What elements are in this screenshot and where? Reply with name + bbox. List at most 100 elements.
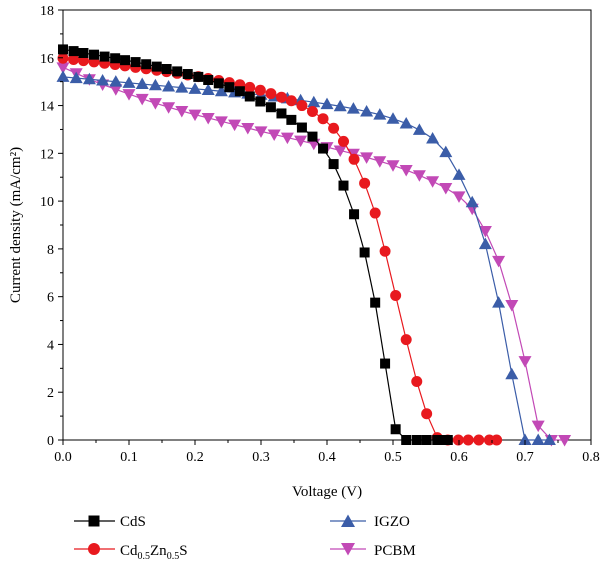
series-0-point — [265, 102, 276, 113]
series-0-point — [328, 159, 339, 170]
series-0-line — [62, 48, 448, 441]
series-0-point — [58, 44, 68, 55]
series-0-point — [203, 74, 214, 85]
series-2-point — [201, 83, 215, 96]
series-1-point — [265, 88, 277, 100]
x-tick-label: 0.0 — [54, 450, 72, 465]
series-3-point — [518, 356, 532, 368]
legend-label-cd: Cd — [120, 543, 138, 559]
series-2-point — [135, 77, 149, 90]
series-1-point — [452, 434, 464, 446]
series-1-point — [275, 91, 287, 103]
series-0-point — [255, 96, 266, 107]
series-1-point — [338, 135, 349, 147]
x-tick-label: 0.5 — [384, 450, 402, 465]
series-2-point — [492, 296, 506, 308]
series-0-point — [224, 82, 235, 93]
series-3-point — [56, 62, 70, 74]
plot-area: 0.0 0.1 0.2 0.3 0.4 0.5 0.6 0.7 0.8 0 2 4 6 8 10 12 14 16… — [40, 4, 600, 465]
series-2-point — [188, 82, 202, 94]
y-tick-label: 12 — [40, 147, 54, 162]
series-2-point — [333, 99, 347, 112]
series-0-point — [193, 71, 204, 82]
series-2-point — [162, 79, 176, 92]
series-3-point — [386, 160, 400, 172]
series-3-point — [492, 255, 506, 268]
legend-label-zn: Zn — [150, 543, 167, 559]
series-2-point — [122, 76, 136, 88]
series-2-point — [518, 433, 532, 445]
y-tick-label: 6 — [47, 291, 54, 306]
series-3-point — [201, 112, 215, 125]
series-2-point — [399, 116, 413, 129]
legend-label-s: S — [179, 543, 187, 559]
series-3-point — [254, 126, 268, 138]
y-tick-label: 4 — [47, 338, 54, 353]
x-tick-label: 0.1 — [120, 450, 138, 465]
series-1-point — [473, 434, 485, 446]
series-2-point — [82, 72, 96, 85]
series-1-point — [359, 177, 371, 189]
series-1-point — [369, 207, 381, 219]
series-0-point — [307, 131, 318, 142]
series-3-point — [373, 156, 387, 168]
series-3-point — [399, 165, 413, 177]
y-axis-title: Current density (mA/cm²) — [8, 147, 24, 303]
series-2-point — [426, 132, 440, 144]
series-0-point — [421, 435, 432, 445]
series-0-point — [401, 435, 412, 445]
y-tick-label: 2 — [47, 386, 54, 401]
series-3-point — [280, 132, 294, 145]
y-tick-label: 8 — [47, 243, 54, 258]
legend-marker-igzo — [341, 514, 355, 527]
series-0-point — [286, 114, 297, 125]
series-2-point — [531, 433, 545, 445]
x-tick-label: 0.4 — [318, 450, 336, 465]
series-0-point — [151, 61, 162, 72]
series-2-point — [439, 145, 453, 158]
legend-label-pcbm: PCBM — [374, 543, 416, 559]
series-3-point — [426, 176, 440, 188]
series-0-point — [141, 59, 152, 70]
series-0-point — [390, 424, 401, 435]
series-2-point — [452, 168, 466, 180]
y-tick-label: 10 — [40, 195, 54, 210]
series-1-point — [328, 122, 340, 134]
series-3-point — [175, 106, 189, 118]
series-3-point — [452, 191, 466, 203]
series-0-point — [172, 66, 183, 77]
series-0-point — [213, 78, 224, 89]
series-0-point — [318, 143, 329, 154]
series-3-point — [294, 135, 308, 148]
series-1-point — [306, 106, 318, 118]
series-3-point — [109, 84, 123, 96]
y-tick-label: 14 — [40, 100, 54, 115]
series-1-point — [244, 81, 256, 93]
series-1-point — [462, 434, 474, 446]
series-2-point — [505, 367, 519, 380]
series-1-point — [390, 289, 402, 301]
series-3-point — [439, 182, 453, 195]
series-2-point — [307, 95, 321, 108]
series-3-point — [505, 300, 519, 312]
series-2-point — [148, 78, 162, 91]
series-3-point — [228, 119, 242, 132]
series-1-point — [68, 53, 80, 65]
legend-label-sub2: 0.5 — [167, 551, 180, 562]
series-0-point — [161, 64, 172, 75]
legend-marker-cds — [88, 515, 100, 527]
series-3-point — [267, 129, 281, 141]
series-2-point — [412, 123, 426, 135]
series-0-point — [380, 358, 391, 369]
legend-label-igzo: IGZO — [374, 514, 410, 530]
series-2-point — [69, 71, 83, 84]
series-0-point — [234, 86, 245, 97]
series-1-point — [296, 100, 308, 112]
series-0-point — [89, 49, 100, 60]
series-0-point — [432, 435, 443, 445]
series-2-point — [373, 108, 387, 120]
series-0-point — [359, 247, 370, 258]
series-0-point — [110, 53, 121, 64]
series-2-point — [109, 75, 123, 87]
